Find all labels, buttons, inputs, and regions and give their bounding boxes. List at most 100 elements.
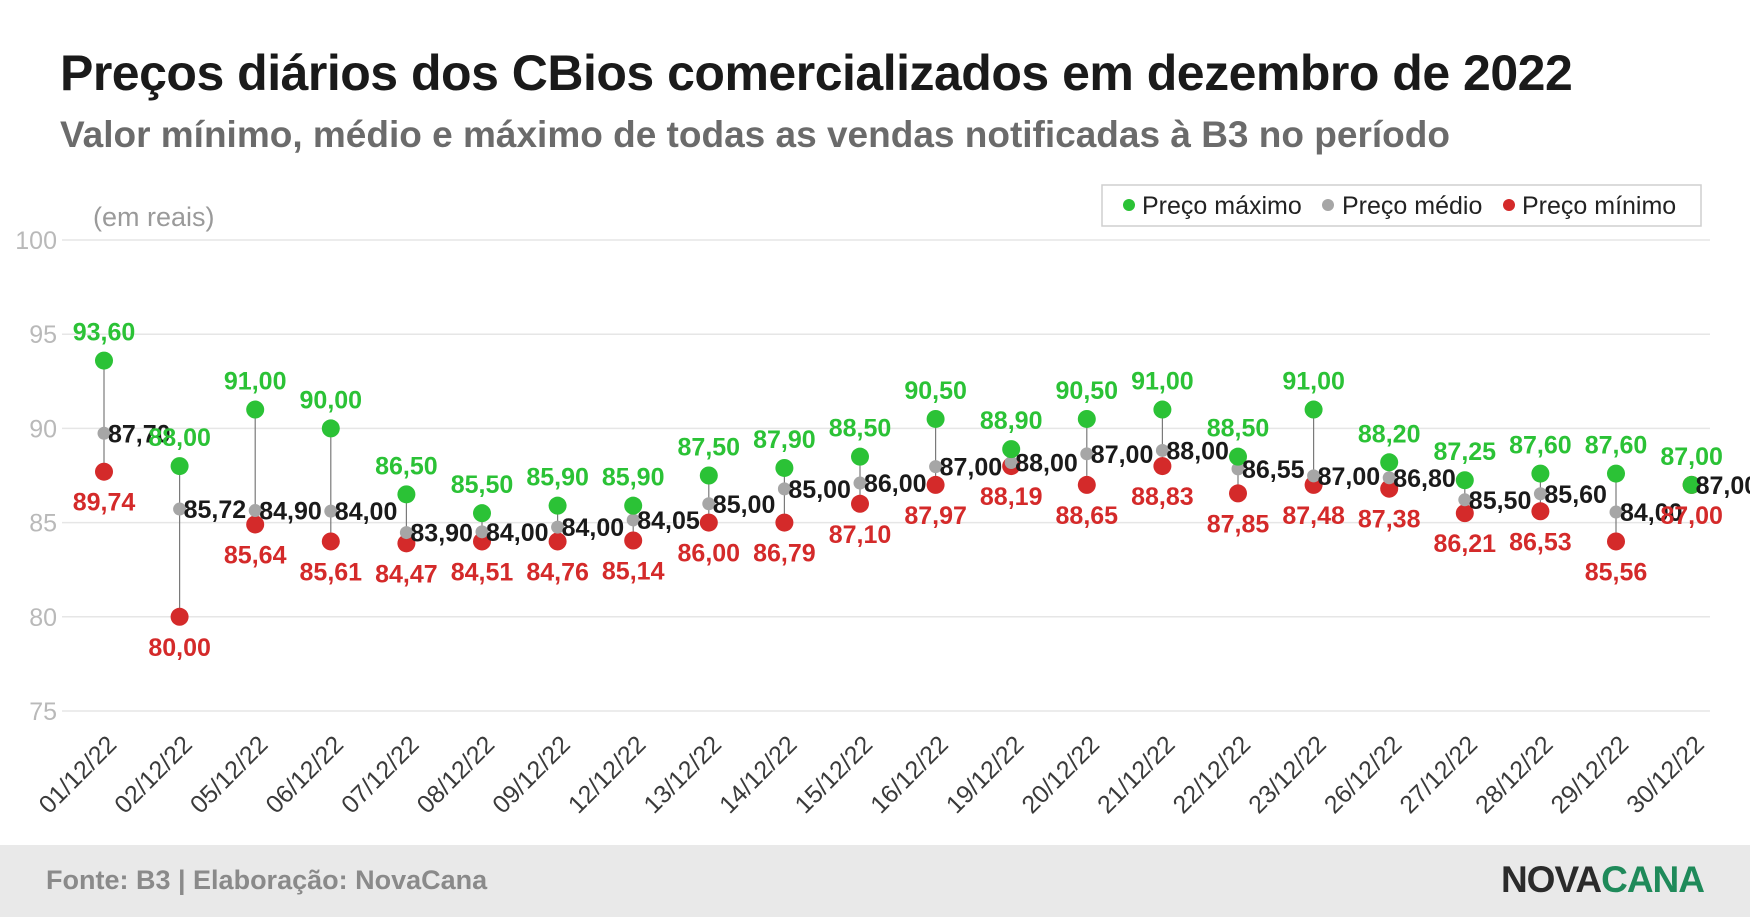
y-tick-label-95: 95 — [29, 321, 57, 349]
y-tick-label-85: 85 — [29, 510, 57, 538]
x-tick-label-23/12/22: 23/12/22 — [1243, 730, 1332, 819]
avg-point-27/12/22 — [1458, 493, 1472, 507]
min-label-29/12/22: 85,56 — [1585, 558, 1648, 586]
legend-box — [1101, 184, 1702, 227]
chart-subtitle: Valor mínimo, médio e máximo de todas as… — [60, 114, 1450, 155]
x-tick-label-07/12/22: 07/12/22 — [336, 730, 425, 819]
y-tick-label-75: 75 — [29, 698, 57, 726]
avg-label-15/12/22: 86,00 — [864, 470, 927, 498]
min-label-16/12/22: 87,97 — [904, 502, 967, 530]
min-point-08/12/22 — [473, 532, 491, 551]
x-tick-label-01/12/22: 01/12/22 — [34, 730, 123, 819]
max-point-28/12/22 — [1531, 464, 1550, 483]
min-label-09/12/22: 84,76 — [526, 558, 589, 586]
min-label-22/12/22: 87,85 — [1207, 510, 1270, 538]
x-tick-label-15/12/22: 15/12/22 — [790, 730, 879, 819]
avg-point-01/12/22 — [97, 426, 111, 440]
avg-label-26/12/22: 86,80 — [1393, 465, 1456, 493]
footer: Fonte: B3 | Elaboração: NovaCana NOVACAN… — [0, 845, 1750, 917]
max-point-26/12/22 — [1380, 453, 1399, 472]
min-point-28/12/22 — [1531, 502, 1550, 521]
x-tick-labels: 01/12/2202/12/2205/12/2206/12/2207/12/22… — [34, 730, 1710, 819]
logo-part-cana: CANA — [1601, 859, 1705, 900]
x-tick-label-09/12/22: 09/12/22 — [487, 730, 576, 819]
min-point-26/12/22 — [1380, 479, 1399, 498]
max-label-12/12/22: 85,90 — [602, 464, 665, 492]
max-label-29/12/22: 87,60 — [1585, 432, 1648, 460]
max-point-08/12/22 — [473, 504, 491, 523]
max-point-01/12/22 — [95, 351, 113, 370]
max-label-28/12/22: 87,60 — [1509, 432, 1572, 460]
max-label-13/12/22: 87,50 — [678, 434, 741, 462]
avg-label-29/12/22: 84,00 — [1620, 499, 1683, 527]
max-label-15/12/22: 88,50 — [829, 415, 892, 443]
min-point-15/12/22 — [851, 494, 869, 513]
x-tick-label-06/12/22: 06/12/22 — [260, 730, 349, 819]
max-label-08/12/22: 85,50 — [451, 471, 514, 499]
x-tick-label-14/12/22: 14/12/22 — [714, 730, 803, 819]
min-point-12/12/22 — [624, 531, 643, 550]
avg-point-23/12/22 — [1307, 469, 1321, 483]
max-label-26/12/22: 88,20 — [1358, 420, 1421, 448]
avg-label-05/12/22: 84,90 — [259, 498, 322, 526]
min-label-21/12/22: 88,83 — [1131, 483, 1194, 511]
avg-point-14/12/22 — [777, 482, 791, 496]
min-point-09/12/22 — [548, 532, 567, 551]
x-tick-label-20/12/22: 20/12/22 — [1016, 730, 1105, 819]
max-label-20/12/22: 90,50 — [1056, 377, 1119, 405]
y-tick-labels: 75 80 85 90 95 100 — [15, 227, 57, 726]
x-tick-label-21/12/22: 21/12/22 — [1092, 730, 1181, 819]
x-tick-label-05/12/22: 05/12/22 — [185, 730, 274, 819]
min-label-19/12/22: 88,19 — [980, 483, 1043, 511]
max-label-21/12/22: 91,00 — [1131, 368, 1194, 396]
max-point-15/12/22 — [851, 447, 869, 466]
min-point-20/12/22 — [1077, 475, 1096, 494]
x-tick-label-19/12/22: 19/12/22 — [941, 730, 1030, 819]
legend-max-marker — [1123, 199, 1135, 211]
max-point-05/12/22 — [246, 400, 265, 419]
avg-label-14/12/22: 85,00 — [788, 476, 851, 504]
legend-max-label: Preço máximo — [1142, 192, 1302, 220]
data-labels: 93,60 87,70 89,74 88,00 85,72 80,00 91,00 84,90… — [73, 319, 1750, 662]
min-point-06/12/22 — [321, 532, 340, 551]
avg-point-29/12/22 — [1609, 505, 1623, 519]
min-point-22/12/22 — [1229, 484, 1247, 503]
max-label-16/12/22: 90,50 — [904, 377, 967, 405]
avg-point-26/12/22 — [1382, 471, 1396, 485]
max-point-13/12/22 — [699, 466, 718, 485]
max-point-20/12/22 — [1077, 409, 1096, 428]
avg-point-15/12/22 — [853, 476, 867, 490]
y-tick-label-90: 90 — [29, 415, 57, 443]
x-tick-label-13/12/22: 13/12/22 — [638, 730, 727, 819]
min-point-01/12/22 — [95, 462, 113, 481]
avg-label-20/12/22: 87,00 — [1091, 441, 1154, 469]
max-point-27/12/22 — [1455, 471, 1474, 490]
max-point-07/12/22 — [397, 485, 416, 504]
min-label-01/12/22: 89,74 — [73, 489, 136, 517]
avg-point-05/12/22 — [248, 504, 262, 518]
y-tick-label-100: 100 — [15, 227, 57, 255]
avg-label-22/12/22: 86,55 — [1242, 456, 1305, 484]
max-label-05/12/22: 91,00 — [224, 368, 287, 396]
max-label-23/12/22: 91,00 — [1282, 368, 1345, 396]
x-tick-label-16/12/22: 16/12/22 — [865, 730, 954, 819]
max-point-21/12/22 — [1153, 400, 1172, 419]
max-point-09/12/22 — [548, 496, 567, 515]
min-point-27/12/22 — [1455, 504, 1474, 523]
chart-title: Preços diários dos CBios comercializados… — [60, 45, 1573, 101]
avg-point-22/12/22 — [1231, 462, 1245, 476]
avg-label-13/12/22: 85,00 — [713, 491, 776, 519]
max-point-30/12/22 — [1682, 475, 1701, 494]
logo-part-nova: NOVA — [1500, 859, 1602, 900]
avg-label-16/12/22: 87,00 — [940, 454, 1003, 482]
max-label-01/12/22: 93,60 — [73, 319, 136, 347]
max-label-19/12/22: 88,90 — [980, 407, 1043, 435]
avg-label-12/12/22: 84,05 — [637, 507, 700, 535]
min-point-21/12/22 — [1153, 457, 1172, 476]
x-tick-label-22/12/22: 22/12/22 — [1168, 730, 1257, 819]
avg-label-08/12/22: 84,00 — [486, 519, 549, 547]
y-tick-label-80: 80 — [29, 604, 57, 632]
min-point-29/12/22 — [1607, 532, 1625, 551]
min-label-20/12/22: 88,65 — [1056, 502, 1119, 530]
x-tick-label-29/12/22: 29/12/22 — [1546, 730, 1635, 819]
